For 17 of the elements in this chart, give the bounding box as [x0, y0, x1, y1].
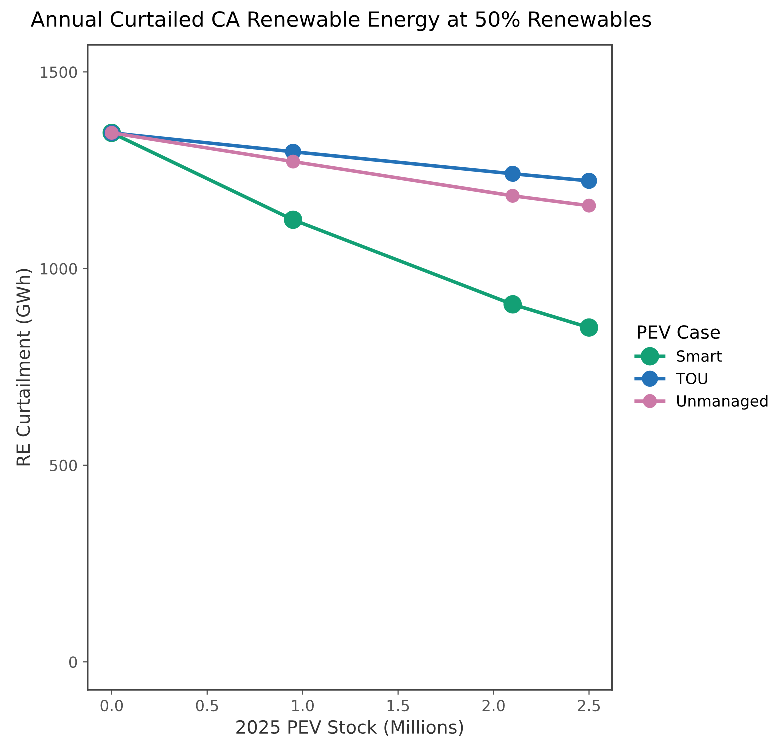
x-tick-label: 2.5 [578, 700, 600, 712]
y-tick-label: 1000 [40, 263, 78, 275]
y-tick-label: 0 [69, 656, 78, 668]
y-tick-label: 500 [50, 460, 78, 472]
y-axis-title: RE Curtailment (GWh) [16, 269, 32, 466]
legend-label: Smart [677, 350, 722, 362]
x-axis-title: 2025 PEV Stock (Millions) [236, 720, 464, 736]
x-tick-label: 1.0 [292, 700, 314, 712]
y-tick-label: 1500 [40, 66, 78, 78]
x-tick-label: 1.5 [388, 700, 410, 712]
x-tick-label: 0.0 [100, 700, 124, 712]
legend-label: Unmanaged [677, 395, 768, 410]
x-tick-label: 2.0 [482, 700, 505, 712]
chart-title: Annual Curtailed CA Renewable Energy at 50% Renewables [31, 11, 652, 32]
legend-title: PEV Case [638, 325, 720, 340]
legend-label: TOU [676, 372, 708, 385]
x-tick-label: 0.5 [196, 700, 218, 712]
